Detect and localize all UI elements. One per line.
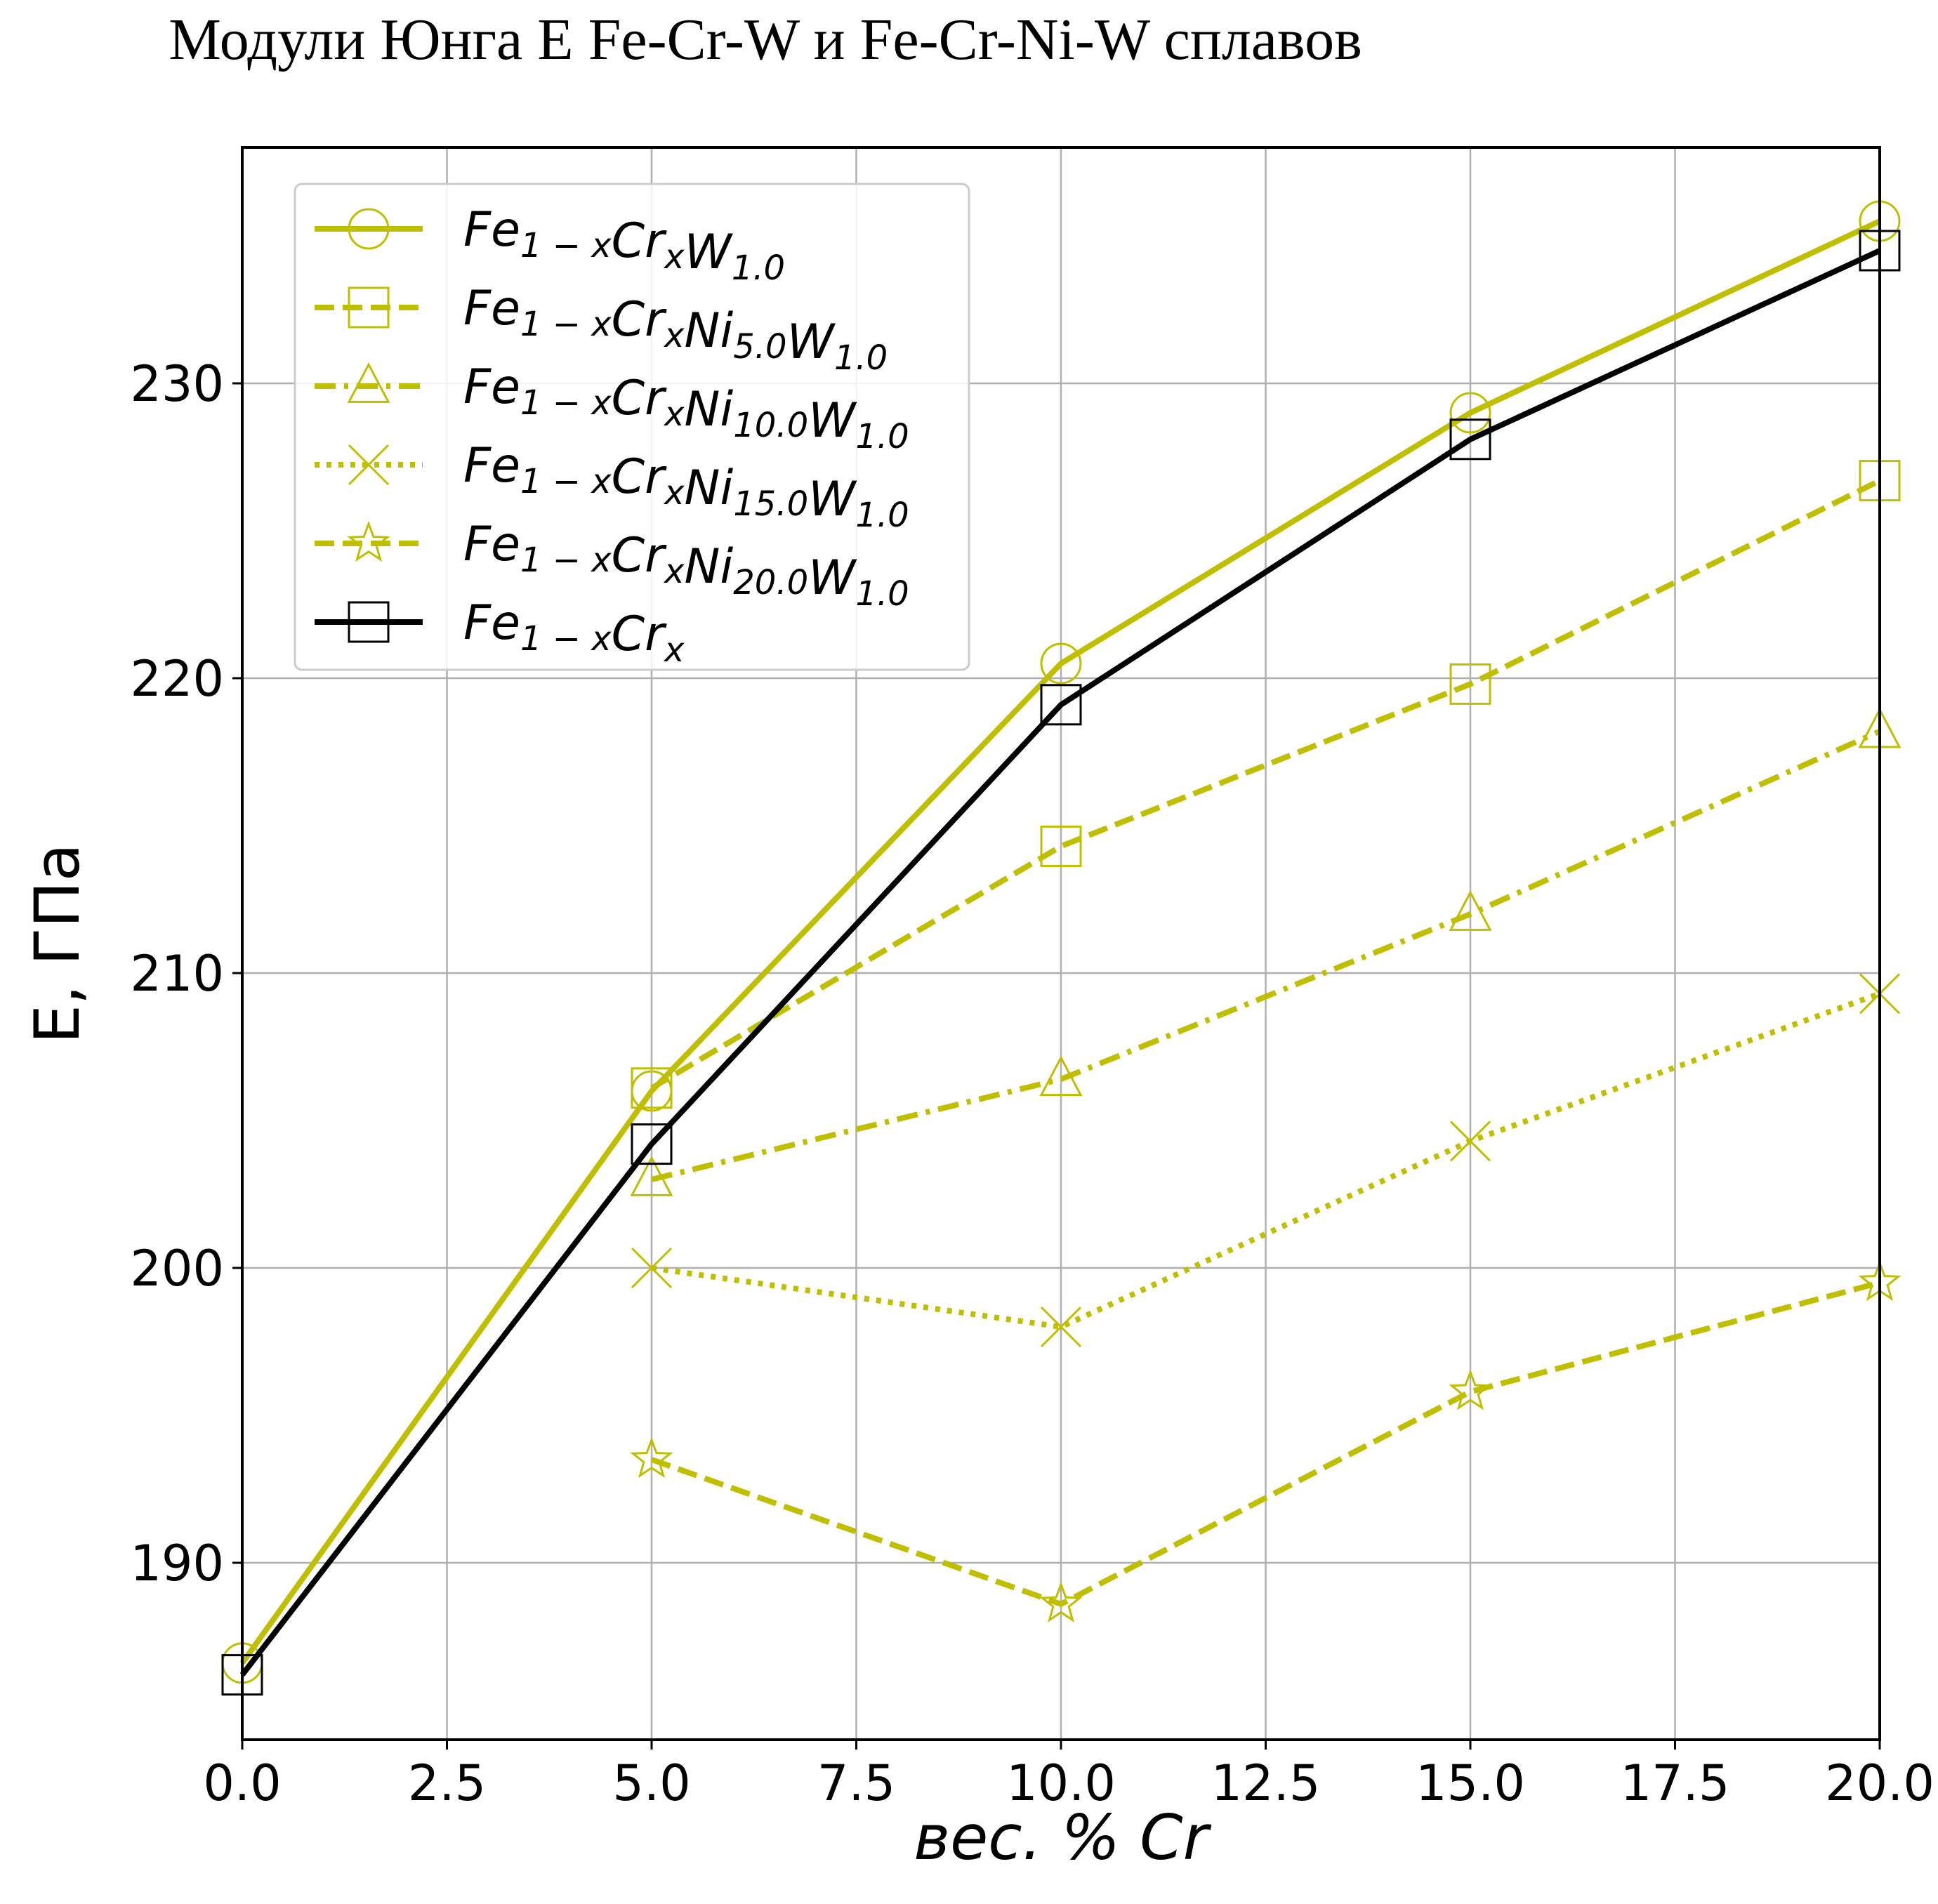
series-line: [651, 991, 1881, 1330]
grid: [241, 147, 1881, 1740]
legend-label: Fe1 − xCrxNi15.0W1.0: [463, 438, 909, 535]
legend-box: [294, 183, 970, 671]
data-point: [1449, 1369, 1492, 1410]
data-point: [1040, 642, 1082, 685]
legend-marker: [348, 286, 390, 329]
data-point: [630, 1436, 673, 1479]
data-point: [1449, 392, 1491, 434]
x-tick-label: 17.5: [1621, 1754, 1730, 1812]
data-point: [631, 1067, 673, 1109]
data-point: [1040, 684, 1082, 726]
data-point: [631, 1247, 673, 1289]
data-point: [1039, 1055, 1083, 1097]
x-tick-label: 20.0: [1825, 1754, 1934, 1812]
data-point: [1039, 1581, 1083, 1622]
data-point: [1449, 663, 1491, 705]
series-line: [650, 1280, 1881, 1607]
series-layer: [221, 200, 1901, 1696]
legend-marker: [348, 444, 390, 486]
legend-label: Fe1 − xCrxNi10.0W1.0: [463, 359, 909, 456]
legend-marker: [348, 601, 390, 643]
x-tick-label: 7.5: [817, 1754, 895, 1812]
x-tick-label: 12.5: [1211, 1754, 1321, 1812]
series-line: [651, 728, 1881, 1182]
y-axis: 190 200 210 220 230: [130, 355, 242, 1592]
series-line: [650, 478, 1881, 1091]
series-line: [239, 248, 1881, 1677]
data-point: [631, 1123, 673, 1165]
data-point: [630, 1155, 673, 1196]
y-tick-label: 210: [130, 945, 224, 1003]
legend-marker: [348, 208, 390, 250]
data-point: [1040, 825, 1082, 867]
x-tick-label: 2.5: [408, 1754, 486, 1812]
y-tick-label: 220: [130, 650, 224, 708]
legend-label: Fe1 − xCrxNi20.0W1.0: [463, 517, 909, 614]
y-tick-label: 190: [130, 1535, 224, 1592]
chart-title: Модули Юнга E Fe-Cr-W и Fe-Cr-Ni-W сплав…: [169, 7, 1362, 72]
data-point: [1449, 890, 1492, 931]
data-point: [1449, 1120, 1491, 1162]
y-axis-label: E, ГПа: [21, 843, 93, 1043]
x-tick-label: 10.0: [1006, 1754, 1116, 1812]
data-point: [1449, 418, 1491, 461]
x-tick-label: 0.0: [203, 1754, 281, 1812]
x-axis: 0.0 2.5 5.0 7.5 10.0 12.5 15.0 17.5 20.0: [203, 1740, 1934, 1812]
legend-label: Fe1 − xCrxNi5.0W1.0: [463, 281, 888, 378]
series-line: [239, 218, 1881, 1665]
x-axis-label: вес. % Cr: [914, 1801, 1211, 1874]
legend-label: Fe1 − xCrxW1.0: [463, 202, 785, 288]
y-tick-label: 230: [130, 355, 224, 413]
x-tick-label: 5.0: [612, 1754, 690, 1812]
legend-marker: [347, 520, 390, 562]
x-tick-label: 15.0: [1416, 1754, 1525, 1812]
series-2: [630, 707, 1901, 1196]
y-tick-label: 200: [130, 1240, 224, 1297]
data-point: [1040, 1306, 1082, 1348]
legend-marker: [347, 362, 390, 403]
legend-label: Fe1 − xCrx: [463, 595, 685, 670]
